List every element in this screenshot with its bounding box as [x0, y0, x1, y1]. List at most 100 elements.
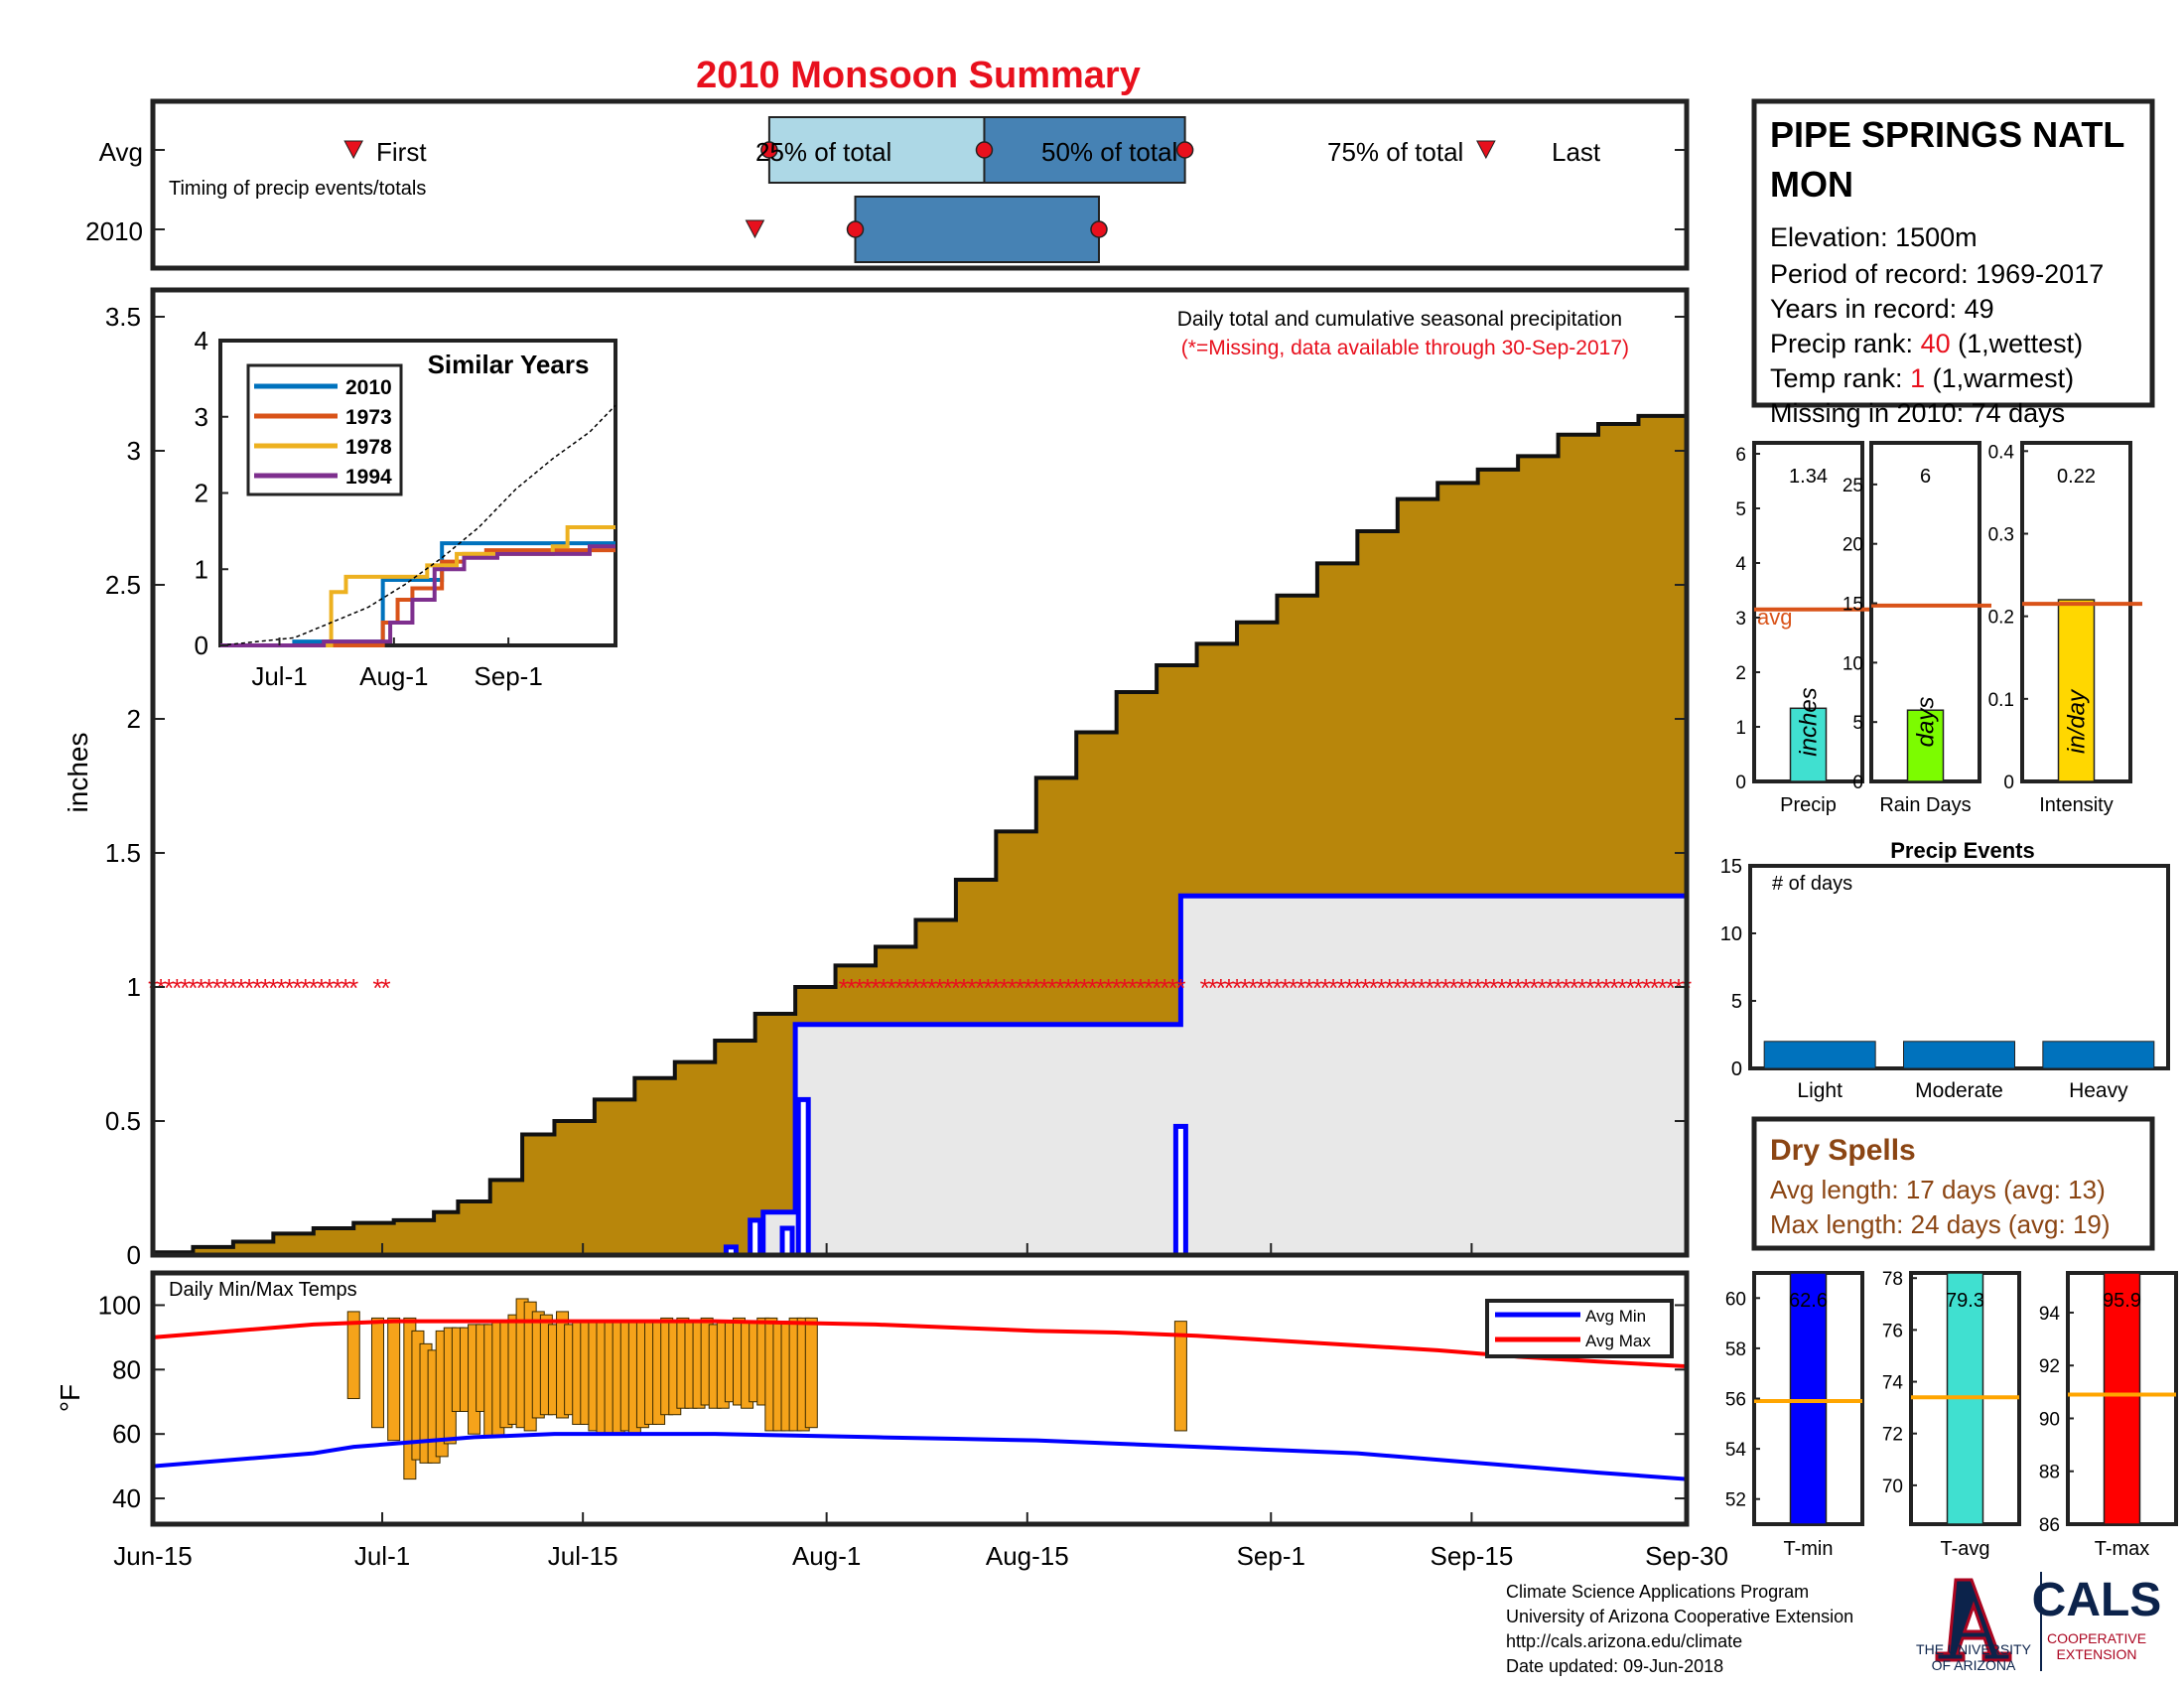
legend-label-1978: 1978 — [345, 436, 392, 459]
temperature-panel: 40 60 80 100 Daily Min/Max Temps °F Avg Min… — [55, 1270, 1690, 1527]
x-tick-label: Jul-1 — [354, 1541, 410, 1571]
temp-rank: Temp rank: 1 (1,warmest) — [1770, 363, 2074, 393]
2010-daily-precip-bar — [779, 1225, 795, 1258]
missing-marker: * — [228, 973, 238, 1003]
t-max-bar — [2103, 1272, 2141, 1525]
daily-temp-range-bar — [387, 1317, 401, 1442]
missing-marker: * — [1641, 973, 1651, 1003]
missing-marker: * — [855, 973, 865, 1003]
legend-label-2010: 2010 — [345, 376, 392, 399]
legend-avg-max-label: Avg Max — [1585, 1332, 1651, 1350]
missing-marker: * — [341, 973, 350, 1003]
daily-temp-range-bar — [370, 1317, 384, 1429]
event-bar-heavy — [2042, 1041, 2155, 1069]
inset-y-tick-label: 4 — [195, 326, 208, 355]
missing-marker: * — [943, 973, 953, 1003]
temp-y-tick-label: 60 — [112, 1419, 141, 1449]
missing-marker: * — [1063, 973, 1073, 1003]
avg-first-marker — [343, 140, 363, 160]
missing-marker: * — [1031, 973, 1041, 1003]
t-max-value: 95.9 — [2103, 1290, 2141, 1312]
x-tick-label: Sep-30 — [1645, 1541, 1728, 1571]
first-label: First — [376, 137, 427, 167]
missing-marker: * — [1529, 973, 1539, 1003]
timing-row-2010-label: 2010 — [85, 216, 143, 246]
missing-marker: * — [1456, 973, 1466, 1003]
t-min-tick-label: 58 — [1725, 1339, 1746, 1360]
missing-marker: * — [252, 973, 262, 1003]
missing-marker: * — [372, 973, 382, 1003]
series-line-1994 — [220, 544, 615, 647]
missing-marker: * — [1440, 973, 1450, 1003]
precip-value: 1.34 — [1789, 466, 1828, 488]
series-line-1978 — [220, 525, 615, 647]
missing-marker: * — [1152, 973, 1161, 1003]
missing-marker: * — [1593, 973, 1603, 1003]
station-info-frame — [1751, 98, 2155, 408]
missing-marker: * — [1513, 973, 1523, 1003]
events-tick-label: 0 — [1731, 1058, 1742, 1080]
dry-spells-avg: Avg length: 17 days (avg: 13) — [1770, 1175, 2106, 1204]
x-tick-label: Jun-15 — [113, 1541, 193, 1571]
missing-marker: * — [1128, 973, 1138, 1003]
arizona-a-icon — [1935, 1578, 2012, 1662]
missing-marker: * — [188, 973, 198, 1003]
precip-rank: Precip rank: 40 (1,wettest) — [1770, 329, 2083, 358]
ua-logo-text2: OF ARIZONA — [1932, 1657, 2016, 1673]
station-name-line1: PIPE SPRINGS NATL — [1770, 114, 2124, 155]
events-tick-label: 5 — [1731, 991, 1742, 1013]
last-label: Last — [1552, 137, 1601, 167]
missing-marker: * — [1360, 973, 1370, 1003]
footer-line1: Climate Science Applications Program — [1506, 1582, 1809, 1602]
missing-marker: * — [205, 973, 214, 1003]
avg-max-line — [152, 1319, 1688, 1369]
temp-y-tick-label: 100 — [98, 1290, 141, 1320]
temperature-title: Daily Min/Max Temps — [169, 1279, 357, 1301]
station-info-box: PIPE SPRINGS NATL MON Elevation: 1500m P… — [1751, 98, 2155, 428]
inset-x-tick-label: Aug-1 — [359, 661, 428, 691]
missing-marker: * — [1585, 973, 1595, 1003]
intensity-tick-label: 0.2 — [1988, 608, 2014, 629]
missing-marker: * — [1658, 973, 1668, 1003]
t-max-tick-label: 88 — [2039, 1463, 2060, 1483]
avg-last-marker — [1476, 140, 1496, 160]
missing-marker: * — [1570, 973, 1579, 1003]
missing-marker: * — [276, 973, 286, 1003]
t-avg-label: T-avg — [1940, 1538, 1989, 1560]
inset-y-tick-label: 1 — [195, 554, 208, 584]
missing-marker: * — [1280, 973, 1290, 1003]
missing-marker: * — [999, 973, 1009, 1003]
missing-marker: * — [212, 973, 222, 1003]
precip-avg-text: avg — [1757, 605, 1792, 630]
missing-marker: * — [1264, 973, 1274, 1003]
2010-first-marker — [745, 219, 765, 239]
precip-y-tick-label: 1 — [127, 972, 141, 1002]
t-max-tick-label: 92 — [2039, 1356, 2060, 1377]
similar-years-inset: 0 1 2 3 4 Jul-1 Aug-1 Sep-1 2010 1973 1978 1994 Sim… — [195, 326, 617, 691]
missing-marker: * — [1617, 973, 1627, 1003]
missing-marker: * — [951, 973, 961, 1003]
missing-marker: * — [910, 973, 920, 1003]
missing-marker: * — [935, 973, 945, 1003]
missing-marker: * — [1666, 973, 1676, 1003]
precip-events-panel: Precip Events # of days Light Moderate Hea… — [1720, 838, 2170, 1102]
temp-y-tick-label: 80 — [112, 1354, 141, 1384]
missing-marker: * — [1448, 973, 1458, 1003]
legend-label-1973: 1973 — [345, 406, 392, 429]
avg-second-half-box — [983, 116, 1186, 184]
missing-marker: * — [1104, 973, 1114, 1003]
cals-sub2: EXTENSION — [2057, 1646, 2137, 1662]
missing-marker: * — [333, 973, 342, 1003]
missing-marker: * — [1433, 973, 1442, 1003]
precip-tick-label: 4 — [1735, 554, 1746, 575]
precip-label: Precip — [1780, 794, 1837, 816]
2010-p75-marker — [1090, 220, 1108, 238]
t-avg-tick-label: 78 — [1882, 1269, 1903, 1290]
rain-days-tick-label: 10 — [1843, 653, 1863, 674]
x-axis-ticks: Jun-15 Jul-1 Jul-15 Aug-1 Aug-15 Sep-1 Sep-15 S… — [113, 1541, 1728, 1571]
precip-unit: inches — [1796, 687, 1823, 756]
missing-marker: * — [1545, 973, 1555, 1003]
inset-x-tick-label: Sep-1 — [474, 661, 542, 691]
missing-marker: * — [991, 973, 1001, 1003]
missing-marker: * — [1216, 973, 1226, 1003]
